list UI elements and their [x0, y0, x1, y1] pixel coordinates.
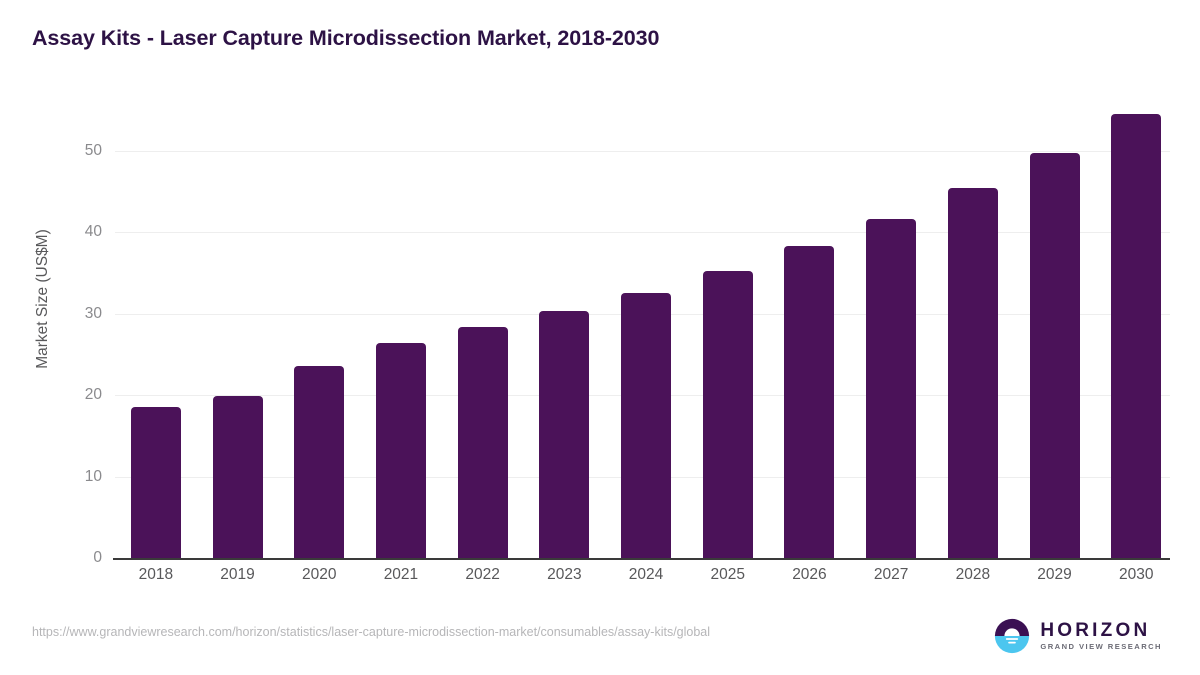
x-axis-tick-label: 2024 — [628, 566, 664, 583]
x-axis-tick-label: 2029 — [1037, 566, 1072, 583]
x-axis-tick-label: 2021 — [383, 566, 419, 583]
horizon-logo[interactable]: HORIZON GRAND VIEW RESEARCH — [993, 617, 1162, 655]
y-axis-ticks: 0 10 20 30 40 50 — [84, 142, 102, 566]
bar-2018[interactable] — [130, 406, 181, 558]
x-axis-tick-label: 2023 — [547, 566, 582, 583]
y-axis-tick-label: 50 — [84, 142, 102, 159]
bar-2023[interactable] — [539, 311, 590, 558]
bar-2019[interactable] — [212, 396, 263, 558]
bar-2027[interactable] — [866, 219, 917, 558]
logo-name: HORIZON — [1040, 620, 1151, 642]
logo-tagline: GRAND VIEW RESEARCH — [1040, 642, 1162, 652]
horizon-logo-icon — [995, 618, 1030, 654]
chart-footer: https://www.grandviewresearch.com/horizo… — [0, 613, 1200, 675]
y-axis-tick-label: 30 — [84, 304, 102, 322]
bar-2028[interactable] — [947, 187, 998, 558]
horizon-logo-text: HORIZON GRAND VIEW RESEARCH — [1040, 621, 1162, 651]
x-axis-tick-label: 2027 — [873, 566, 909, 583]
x-axis-ticks: 2018 2019 2020 2021 2022 2023 2024 2025 2026 2027… — [138, 566, 1154, 583]
x-axis-tick-label: 2025 — [710, 566, 745, 583]
x-axis-tick-label: 2030 — [1118, 566, 1154, 583]
x-axis-tick-label: 2019 — [220, 566, 255, 583]
x-axis-tick-label: 2028 — [955, 566, 991, 583]
bar-2022[interactable] — [457, 326, 508, 558]
x-axis-tick-label: 2020 — [301, 566, 337, 583]
bar-2024[interactable] — [621, 292, 672, 558]
x-axis-tick-label: 2022 — [465, 566, 500, 583]
bars-group — [130, 113, 1162, 558]
bar-2026[interactable] — [784, 246, 835, 558]
x-axis-tick-label: 2018 — [138, 566, 174, 583]
bar-2030[interactable] — [1111, 113, 1162, 558]
y-axis-tick-label: 10 — [84, 467, 102, 485]
chart-plot-area: Market Size (US$M) 0 10 20 30 40 50 2018 2019 2… — [34, 113, 1170, 583]
y-axis-tick-label: 20 — [84, 386, 102, 404]
bar-2020[interactable] — [294, 365, 345, 558]
bar-2021[interactable] — [375, 343, 426, 558]
y-axis-tick-label: 0 — [93, 549, 102, 566]
bar-2029[interactable] — [1029, 152, 1080, 558]
y-axis-tick-label: 40 — [84, 223, 102, 241]
x-axis-tick-label: 2026 — [792, 566, 827, 583]
gridline — [115, 151, 1170, 152]
bar-2025[interactable] — [702, 271, 753, 558]
page-title: Assay Kits - Laser Capture Microdissecti… — [32, 26, 660, 50]
gridline — [115, 232, 1170, 234]
source-url[interactable]: https://www.grandviewresearch.com/horizo… — [32, 625, 711, 639]
x-axis-line — [113, 558, 1170, 560]
